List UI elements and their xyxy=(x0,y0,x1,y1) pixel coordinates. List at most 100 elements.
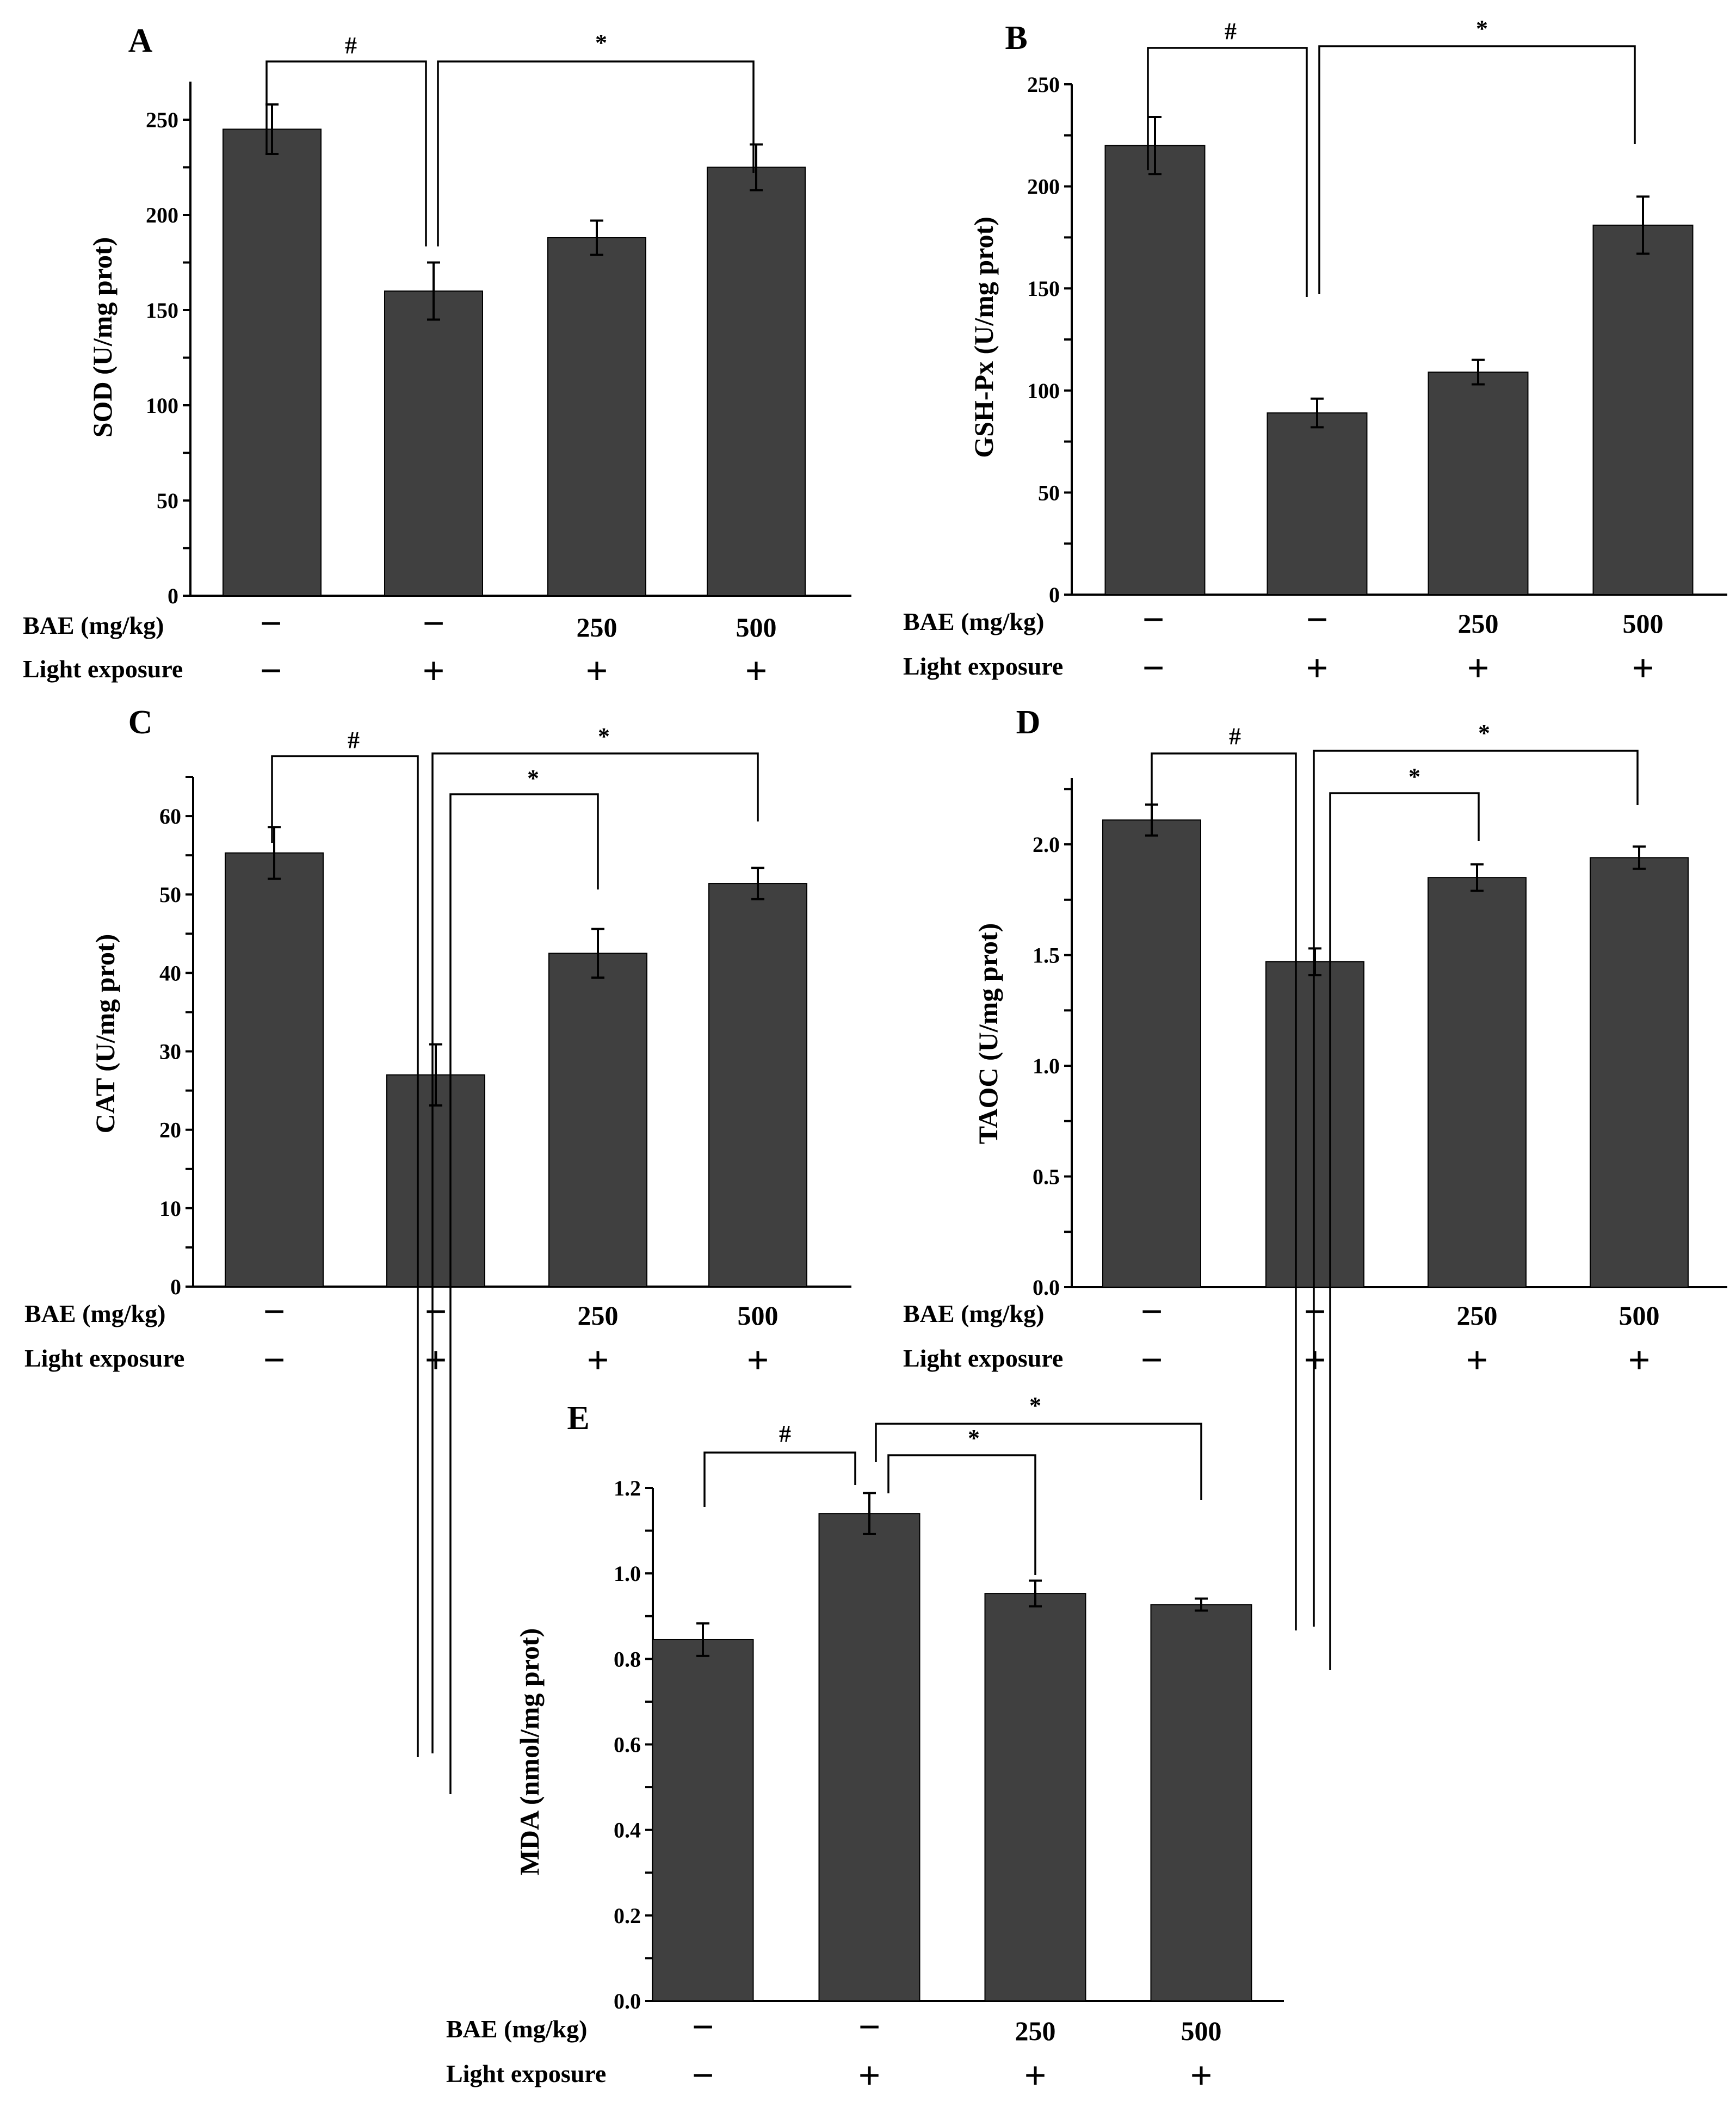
light-row-label: Light exposure xyxy=(903,1344,1063,1372)
y-tick-label: 1.5 xyxy=(1033,943,1060,968)
dose-row-label: BAE (mg/kg) xyxy=(903,608,1044,635)
significance-mark: * xyxy=(1408,763,1420,790)
light-value: + xyxy=(422,649,444,693)
panel-letter: E xyxy=(567,1400,589,1437)
light-row-label: Light exposure xyxy=(903,652,1063,680)
dose-value: 250 xyxy=(1457,1300,1498,1331)
y-tick-label: 0.0 xyxy=(614,1989,641,2013)
y-axis-label: TAOC (U/mg prot) xyxy=(973,923,1003,1144)
y-tick-label: 10 xyxy=(159,1196,181,1221)
light-value: + xyxy=(1303,1338,1326,1382)
bar xyxy=(1592,224,1694,595)
bar xyxy=(386,1074,485,1288)
dose-value: − xyxy=(1140,1290,1163,1333)
significance-bracket xyxy=(1151,752,1297,1630)
dose-value: 250 xyxy=(1015,2016,1056,2046)
light-value: + xyxy=(1024,2054,1046,2097)
y-axis-label: SOD (U/mg prot) xyxy=(87,237,118,438)
light-row-label: Light exposure xyxy=(446,2060,606,2087)
y-tick-label: 1.0 xyxy=(1033,1054,1060,1078)
significance-mark: * xyxy=(1478,720,1490,746)
dose-value: 250 xyxy=(577,612,617,642)
dose-value: 500 xyxy=(738,1300,779,1331)
significance-bracket xyxy=(449,793,599,1794)
y-tick-label: 100 xyxy=(1027,379,1060,403)
significance-mark: # xyxy=(1229,723,1241,750)
significance-mark: # xyxy=(779,1420,791,1447)
dose-row-label: BAE (mg/kg) xyxy=(23,611,164,639)
significance-bracket xyxy=(1329,792,1480,1670)
dose-value: − xyxy=(424,1290,447,1333)
bar xyxy=(223,128,322,596)
light-value: + xyxy=(424,1338,447,1382)
y-tick-label: 50 xyxy=(159,882,181,907)
dose-value: 500 xyxy=(1623,608,1664,639)
dose-value: − xyxy=(858,2005,880,2049)
bar xyxy=(708,883,807,1287)
panel-letter: C xyxy=(128,704,153,741)
dose-value: − xyxy=(1142,598,1164,641)
significance-mark: * xyxy=(598,723,610,750)
panel-letter: B xyxy=(1005,20,1027,57)
y-tick-label: 0.8 xyxy=(614,1647,641,1671)
bar xyxy=(1102,819,1201,1288)
dose-value: − xyxy=(263,1290,285,1333)
light-value: − xyxy=(691,2054,714,2097)
light-value: − xyxy=(260,649,282,693)
light-value: + xyxy=(1306,646,1328,690)
panel-d: D 0.0 0.5 1.0 1.5 2.0 TAOC (U/mg prot) # * * BAE (… xyxy=(903,704,1727,1670)
bar xyxy=(1150,1604,1252,2001)
bar xyxy=(1428,372,1529,595)
panel-e: E 0.0 0.2 0.4 0.6 0.8 1.0 1.2 MDA (nmol/mg prot)… xyxy=(446,1392,1284,2097)
significance-mark: * xyxy=(595,29,607,56)
light-value: − xyxy=(1140,1338,1163,1382)
bar xyxy=(1267,412,1368,596)
y-tick-label: 30 xyxy=(159,1040,181,1064)
panel-b: B 0 50 100 150 200 250 GSH-Px (U/mg prot) # * BAE … xyxy=(903,15,1727,690)
significance-bracket xyxy=(1318,45,1636,294)
dose-value: 500 xyxy=(1181,2016,1222,2046)
significance-bracket xyxy=(271,755,419,1757)
light-value: + xyxy=(1628,1338,1650,1382)
y-tick-label: 0.6 xyxy=(614,1733,641,1757)
panel-letter: A xyxy=(128,22,153,59)
bar xyxy=(707,166,806,596)
y-axis-label: MDA (nmol/mg prot) xyxy=(514,1628,545,1876)
significance-bracket xyxy=(437,60,755,246)
significance-mark: * xyxy=(968,1425,980,1451)
y-tick-label: 0 xyxy=(170,1275,181,1299)
y-tick-label: 0.0 xyxy=(1033,1275,1060,1300)
significance-mark: # xyxy=(1225,18,1237,45)
panel-letter: D xyxy=(1016,704,1041,741)
y-tick-label: 0 xyxy=(168,584,178,608)
y-tick-label: 1.2 xyxy=(614,1476,641,1500)
bar xyxy=(548,953,647,1288)
bar xyxy=(984,1593,1086,2001)
dose-value: − xyxy=(1303,1290,1326,1333)
y-tick-label: 250 xyxy=(146,108,178,132)
y-tick-label: 0.5 xyxy=(1033,1165,1060,1189)
y-tick-label: 50 xyxy=(157,489,178,513)
significance-mark: * xyxy=(1476,15,1488,42)
y-axis-label: CAT (U/mg prot) xyxy=(90,934,120,1134)
y-tick-label: 20 xyxy=(159,1118,181,1142)
dose-value: − xyxy=(691,2005,714,2049)
y-tick-label: 0.2 xyxy=(614,1904,641,1928)
dose-row-label: BAE (mg/kg) xyxy=(24,1300,165,1327)
significance-bracket xyxy=(887,1454,1036,1575)
light-row-label: Light exposure xyxy=(24,1344,184,1372)
y-tick-label: 100 xyxy=(146,393,178,418)
dose-value: − xyxy=(260,602,282,645)
light-value: + xyxy=(746,1338,769,1382)
dose-value: − xyxy=(1306,598,1328,641)
significance-mark: * xyxy=(527,765,539,792)
significance-mark: * xyxy=(1029,1392,1041,1419)
significance-mark: # xyxy=(345,32,357,59)
y-tick-label: 0.4 xyxy=(614,1818,641,1843)
significance-bracket xyxy=(1313,750,1639,1627)
bar xyxy=(1104,145,1206,595)
dose-value: 500 xyxy=(736,612,777,642)
panel-a: A 0 50 100 150 200 250 SOD (U/mg prot) # * BAE (mg… xyxy=(23,22,851,693)
bar xyxy=(384,291,483,596)
bar xyxy=(225,852,324,1287)
